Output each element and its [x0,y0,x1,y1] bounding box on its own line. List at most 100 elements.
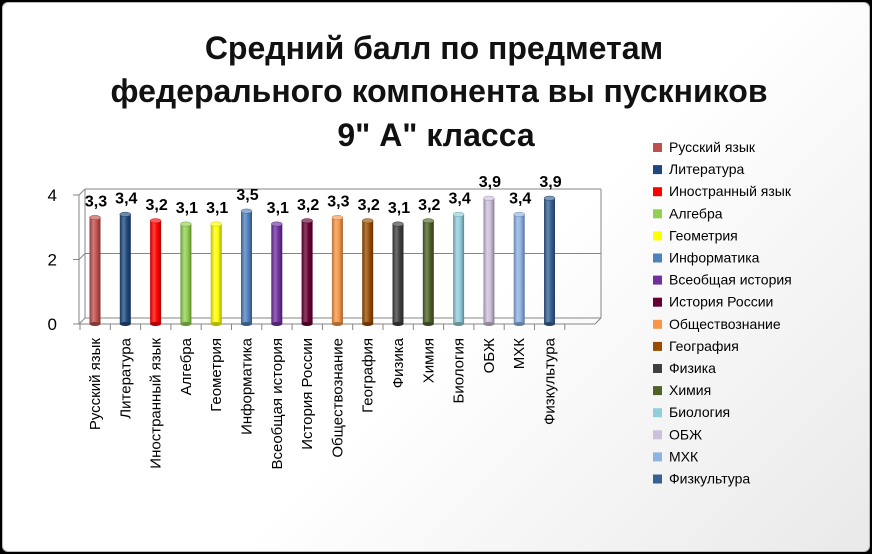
legend-swatch-4 [653,231,662,241]
legend-swatch-12 [653,408,662,418]
category-label-4: Геометрия [208,338,225,412]
bar-8 [331,217,343,324]
legend-label-9: География [669,338,739,354]
y-tick-label: 4 [48,186,57,205]
legend-swatch-13 [653,430,662,440]
legend-swatch-8 [653,319,662,329]
bar-2 [150,220,162,324]
bar-13 [483,198,495,324]
legend-swatch-14 [653,452,662,462]
bar-base-0 [89,322,101,326]
chart: Средний балл по предметам федерального к… [48,30,792,487]
chart-title-line-1: Средний балл по предметам [205,30,663,66]
legend-label-7: История России [669,294,773,310]
bar-top-3 [180,221,192,227]
gridline-depth [78,253,86,260]
legend-swatch-5 [653,253,662,263]
bar-top-13 [483,195,495,201]
bar-base-14 [513,322,525,326]
legend-swatch-0 [653,143,662,152]
bar-top-6 [271,221,283,227]
bar-1 [119,214,131,324]
bar-base-7 [301,322,313,326]
bar-base-2 [150,322,162,326]
legend-label-12: Биология [669,404,730,420]
bar-0 [89,217,101,324]
bar-15 [544,198,555,324]
bar-14 [513,214,525,324]
bar-base-15 [544,322,555,326]
data-label-6: 3,1 [267,200,289,217]
bar-base-9 [362,322,374,326]
bar-12 [453,214,465,324]
bar-base-1 [119,322,131,326]
legend-swatch-10 [653,364,662,373]
bar-5 [241,211,252,324]
legend-swatch-2 [653,187,662,197]
category-label-2: Иностранный язык [148,338,165,469]
legend-swatch-7 [653,297,662,307]
bar-base-3 [180,322,192,326]
bar-10 [392,224,404,324]
bar-top-14 [513,211,525,217]
legend-swatch-15 [653,474,662,484]
data-label-10: 3,1 [388,200,410,217]
bar-3 [180,224,192,324]
legend: Русский язык Литература Иностранный язык Ал… [653,139,792,487]
category-label-1: Литература [117,337,134,418]
bar-base-10 [392,322,404,326]
gridline-depth [78,188,86,196]
bar-top-1 [119,211,132,217]
gridline-depth [78,317,86,325]
legend-swatch-9 [653,341,662,351]
legend-label-0: Русский язык [669,139,756,155]
legend-label-14: МХК [669,448,699,464]
bar-base-8 [331,322,343,326]
category-label-6: Всеобщая история [269,338,286,470]
legend-label-5: Информатика [669,250,760,266]
bar-base-12 [453,322,465,326]
legend-swatch-1 [653,165,662,175]
bar-top-9 [361,218,374,224]
bar-base-6 [271,322,283,326]
bar-top-15 [543,195,556,201]
legend-swatch-3 [653,209,662,219]
bar-4 [210,224,222,324]
chart-title: Средний балл по предметам федерального к… [111,30,768,153]
legend-label-15: Физкультура [669,471,750,487]
legend-label-6: Всеобщая история [669,272,792,288]
data-label-15: 3,9 [539,174,561,191]
legend-swatch-6 [653,275,662,285]
bar-top-5 [240,208,253,214]
bar-base-13 [483,322,495,326]
data-label-4: 3,1 [206,200,228,217]
category-label-14: МХК [511,338,528,370]
legend-label-11: Химия [669,382,711,398]
data-label-0: 3,3 [85,194,107,211]
category-label-10: Физика [390,337,407,388]
category-label-11: Химия [420,338,437,383]
category-label-15: Физкультура [542,337,559,425]
bar-9 [362,220,374,324]
bar-top-0 [89,215,101,221]
data-label-5: 3,5 [236,187,258,204]
bar-top-12 [452,211,465,217]
category-label-12: Биология [451,338,468,403]
bar-top-8 [331,215,344,221]
bar-base-4 [210,322,222,326]
data-label-14: 3,4 [509,190,531,207]
legend-label-2: Иностранный язык [669,183,792,199]
chart-title-line-2: федерального компонента вы пускников [111,73,768,109]
data-label-7: 3,2 [297,197,319,214]
bar-top-10 [392,221,404,227]
y-tick-label: 2 [48,251,57,270]
bar-top-11 [422,218,435,224]
data-label-9: 3,2 [358,197,380,214]
category-label-3: Алгебра [178,337,195,395]
chart-title-line-3: 9" А" класса [337,117,535,153]
legend-label-1: Литература [669,161,745,177]
bar-7 [301,220,313,324]
y-tick-label: 0 [48,315,57,334]
data-label-1: 3,4 [115,190,137,207]
bar-top-7 [301,218,313,224]
